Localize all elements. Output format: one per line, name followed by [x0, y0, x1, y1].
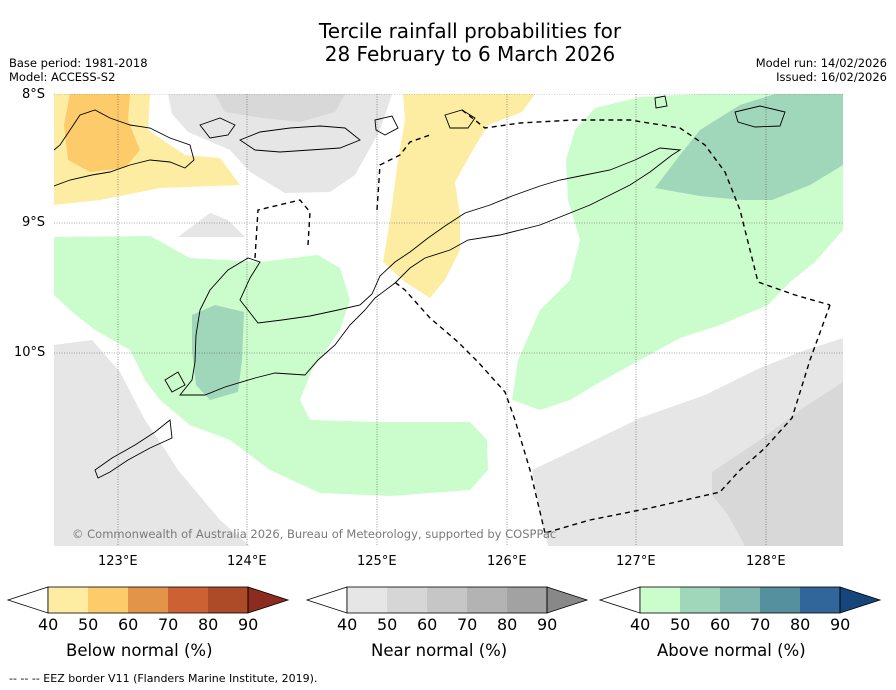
below-normal-60-area	[64, 94, 140, 172]
copyright-notice: © Commonwealth of Australia 2026, Bureau…	[72, 527, 557, 541]
base-period: Base period: 1981-2018	[9, 56, 148, 70]
above-normal-arrow-low	[598, 586, 641, 614]
above-normal-frame	[639, 586, 841, 614]
issued-date: Issued: 16/02/2026	[776, 70, 887, 84]
near-normal-tick-label: 40	[337, 615, 358, 634]
below-normal-frame	[47, 586, 249, 614]
above-normal-segment	[680, 587, 720, 613]
meta-left: Base period: 1981-2018 Model: ACCESS-S2	[9, 56, 148, 84]
lat-label-8s: 8°S	[22, 87, 46, 102]
colorbar-below-normal	[6, 586, 290, 614]
sumba-coast	[94, 419, 173, 479]
lon-label-126e: 126°E	[487, 554, 527, 569]
above-normal-segment	[640, 587, 680, 613]
above-normal-tick-label: 40	[630, 615, 651, 634]
colorbar-near-normal	[305, 586, 589, 614]
below-normal-tick-label: 80	[198, 615, 219, 634]
lon-label-127e: 127°E	[616, 554, 656, 569]
near-normal-area-southwest	[54, 340, 250, 546]
lon-label-124e: 124°E	[227, 554, 267, 569]
eez-border-north	[461, 109, 831, 306]
near-normal-tick-label: 50	[377, 615, 398, 634]
eez-border-east	[544, 304, 831, 534]
below-normal-tick-label: 50	[78, 615, 99, 634]
above-normal-area-west	[54, 236, 488, 496]
lon-label-128e: 128°E	[746, 554, 786, 569]
below-normal-tick-label: 70	[158, 615, 179, 634]
near-normal-tick-label: 60	[417, 615, 438, 634]
above-normal-55-area-west	[192, 305, 244, 400]
near-normal-label: Near normal (%)	[371, 641, 508, 660]
near-normal-segment	[467, 587, 507, 613]
above-normal-segment	[720, 587, 760, 613]
near-normal-tick-label: 70	[457, 615, 478, 634]
model-run: Model run: 14/02/2026	[755, 56, 887, 70]
above-normal-tick-label: 90	[830, 615, 851, 634]
below-normal-tick-label: 90	[238, 615, 259, 634]
below-normal-arrow-high	[247, 586, 290, 614]
near-normal-segment	[347, 587, 387, 613]
lat-label-10s: 10°S	[14, 345, 46, 360]
above-normal-segment	[800, 587, 840, 613]
title-line-1: Tercile rainfall probabilities for	[318, 19, 622, 43]
near-normal-tick-label: 80	[497, 615, 518, 634]
below-normal-segment	[48, 587, 88, 613]
below-normal-label: Below normal (%)	[66, 641, 213, 660]
near-normal-segment	[427, 587, 467, 613]
below-normal-tick-label: 60	[118, 615, 139, 634]
map-title: Tercile rainfall probabilities for 28 Fe…	[0, 20, 896, 66]
above-normal-tick-label: 70	[750, 615, 771, 634]
babar-coast	[654, 95, 668, 109]
timor-island-coast	[179, 147, 682, 396]
below-normal-segment	[208, 587, 248, 613]
near-normal-area-small	[178, 213, 245, 237]
title-line-2: 28 February to 6 March 2026	[324, 42, 616, 66]
above-normal-tick-label: 80	[790, 615, 811, 634]
colorbars	[6, 586, 882, 614]
colorbar-above-normal	[598, 586, 882, 614]
above-normal-segment	[760, 587, 800, 613]
leti-coast	[444, 109, 476, 129]
eez-legend-footer: -- -- -- EEZ border V11 (Flanders Marine…	[9, 672, 318, 685]
below-normal-arrow-low	[6, 586, 49, 614]
below-normal-segment	[128, 587, 168, 613]
near-normal-arrow-high	[546, 586, 589, 614]
eez-border-west	[254, 199, 311, 259]
near-normal-segment	[507, 587, 547, 613]
alor-coast	[199, 117, 236, 139]
below-normal-area-central	[383, 94, 535, 298]
rote-coast	[164, 371, 186, 393]
eez-border	[254, 109, 831, 534]
near-normal-frame	[346, 586, 548, 614]
kisar-coast	[374, 115, 399, 136]
near-normal-arrow-low	[305, 586, 348, 614]
above-normal-label: Above normal (%)	[657, 641, 806, 660]
above-normal-arrow-high	[839, 586, 882, 614]
eez-border-oecusse	[376, 134, 431, 211]
above-normal-tick-label: 50	[670, 615, 691, 634]
below-normal-segment	[168, 587, 208, 613]
below-normal-segment	[88, 587, 128, 613]
above-normal-tick-label: 60	[710, 615, 731, 634]
near-normal-55-area-southeast	[712, 382, 843, 546]
eez-border-south	[391, 279, 546, 534]
lon-label-125e: 125°E	[357, 554, 397, 569]
below-normal-tick-label: 40	[38, 615, 59, 634]
above-normal-55-area-east	[655, 94, 843, 200]
flores-east-coast	[54, 109, 195, 187]
near-normal-segment	[387, 587, 427, 613]
near-normal-area-north	[168, 94, 392, 193]
probability-fields	[54, 94, 843, 546]
wetar-coast	[239, 125, 361, 153]
near-normal-tick-label: 90	[537, 615, 558, 634]
model-name: Model: ACCESS-S2	[9, 70, 116, 84]
meta-right: Model run: 14/02/2026 Issued: 16/02/2026	[756, 56, 887, 84]
near-normal-55-area-north	[215, 94, 345, 122]
coastlines	[54, 95, 786, 479]
lat-label-9s: 9°S	[22, 215, 46, 230]
tanimbar-coast	[734, 105, 786, 128]
lon-label-123e: 123°E	[98, 554, 138, 569]
